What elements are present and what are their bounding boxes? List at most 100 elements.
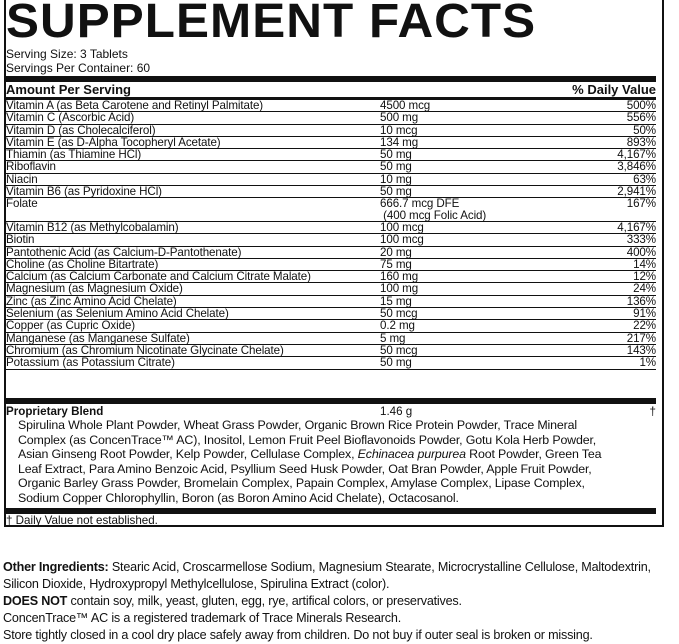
nutrient-row: Zinc (as Zinc Amino Acid Chelate) 15 mg 13… xyxy=(6,294,656,309)
nutrient-row: Calcium (as Calcium Carbonate and Calciu… xyxy=(6,270,656,284)
trademark-note: ConcenTrace™ AC is a registered trademar… xyxy=(3,611,401,625)
blend-dv: † xyxy=(649,405,656,418)
nutrient-dv: 63% xyxy=(633,172,656,186)
nutrient-dv: 400% xyxy=(626,245,656,259)
thick-divider xyxy=(4,398,656,404)
other-ingredients: Other Ingredients: Stearic Acid, Croscar… xyxy=(3,560,651,591)
nutrient-name: Zinc (as Zinc Amino Acid Chelate) xyxy=(6,294,177,308)
nutrient-name: Manganese (as Manganese Sulfate) xyxy=(6,331,190,345)
nutrient-dv: 91% xyxy=(633,307,656,321)
nutrient-row: Vitamin C (Ascorbic Acid) 500 mg 556% xyxy=(6,111,656,125)
nutrient-amount: 134 mg xyxy=(380,135,419,149)
nutrient-amount: 75 mg xyxy=(380,257,412,271)
nutrient-name: Copper (as Cupric Oxide) xyxy=(6,319,136,333)
blend-ingredients: Spirulina Whole Plant Powder, Wheat Gras… xyxy=(18,418,602,505)
nutrient-dv: 4,167% xyxy=(617,220,656,234)
nutrient-amount: 500 mg xyxy=(380,111,419,125)
nutrient-amount: 20 mg xyxy=(380,245,412,259)
nutrient-name: Vitamin C (Ascorbic Acid) xyxy=(6,111,135,125)
nutrient-amount: 50 mg xyxy=(380,185,412,199)
nutrient-name: Calcium (as Calcium Carbonate and Calciu… xyxy=(6,270,311,284)
footnote: † Daily Value not established. xyxy=(6,514,158,527)
thick-divider xyxy=(4,508,656,514)
nutrient-row: Vitamin D (as Cholecalciferol) 10 mcg 50% xyxy=(6,123,656,137)
nutrient-name: Magnesium (as Magnesium Oxide) xyxy=(6,282,183,296)
nutrient-row: Folate.666.7 mcg DFE (400 mcg Folic Acid… xyxy=(6,198,656,222)
serving-size: Serving Size: 3 Tablets xyxy=(6,47,128,61)
nutrient-amount: 0.2 mg xyxy=(380,319,415,333)
table-header: Amount Per Serving % Daily Value xyxy=(6,83,656,97)
nutrient-dv: 556% xyxy=(626,111,656,125)
nutrient-row: Vitamin B6 (as Pyridoxine HCl) 50 mg 2,941… xyxy=(6,185,656,199)
nutrient-row: Pantothenic Acid (as Calcium-D-Pantothen… xyxy=(6,245,656,259)
nutrient-row: Copper (as Cupric Oxide) 0.2 mg 22% xyxy=(6,319,656,333)
nutrient-name: Thiamin (as Thiamine HCl) xyxy=(6,148,142,162)
thick-divider xyxy=(4,76,656,82)
nutrient-dv: 217% xyxy=(626,331,656,345)
nutrient-amount: 10 mg xyxy=(380,172,412,186)
nutrient-dv: 12% xyxy=(633,270,656,284)
nutrient-name: Vitamin E (as D-Alpha Tocopheryl Acetate… xyxy=(6,135,221,149)
nutrient-amount: 50 mg xyxy=(380,160,412,174)
allergen-statement: DOES NOT contain soy, milk, yeast, glute… xyxy=(3,594,462,608)
proprietary-blend: Proprietary Blend 1.46 g † Spirulina Who… xyxy=(6,405,656,505)
nutrient-dv: 4,167% xyxy=(617,148,656,162)
nutrient-dv: 3,846% xyxy=(617,160,656,174)
nutrient-row: Manganese (as Manganese Sulfate) 5 mg 217% xyxy=(6,331,656,345)
blend-name: Proprietary Blend xyxy=(6,405,104,418)
nutrient-amount: 100 mg xyxy=(380,282,419,296)
nutrient-dv: 24% xyxy=(633,282,656,296)
nutrient-table: Vitamin A (as Beta Carotene and Retinyl … xyxy=(6,100,656,370)
nutrient-name: Niacin xyxy=(6,172,38,186)
nutrient-dv: 893% xyxy=(626,135,656,149)
nutrient-dv: 333% xyxy=(626,233,656,247)
nutrient-row: Biotin 100 mcg 333% xyxy=(6,233,656,247)
nutrient-name: Choline (as Choline Bitartrate) xyxy=(6,257,159,271)
nutrient-row: Vitamin E (as D-Alpha Tocopheryl Acetate… xyxy=(6,135,656,150)
nutrient-amount: 100 mcg xyxy=(380,220,424,234)
nutrient-dv: 500% xyxy=(626,99,656,112)
nutrient-dv: 22% xyxy=(633,319,656,333)
nutrient-row: Magnesium (as Magnesium Oxide) 100 mg 24% xyxy=(6,282,656,296)
nutrient-amount: 100 mcg xyxy=(380,233,424,247)
nutrient-dv: 136% xyxy=(626,294,656,308)
nutrient-dv: 143% xyxy=(626,343,656,357)
nutrient-name: Folate xyxy=(6,197,38,211)
nutrient-amount: 10 mcg xyxy=(380,123,418,137)
nutrient-dv: 167% xyxy=(626,197,656,211)
nutrient-amount: 50 mcg xyxy=(380,343,418,357)
nutrient-amount: 50 mg xyxy=(380,356,412,370)
nutrient-row: Niacin 10 mg 63% xyxy=(6,172,656,187)
nutrient-dv: 50% xyxy=(633,123,656,137)
nutrient-name: Riboflavin xyxy=(6,160,56,174)
other-info: Other Ingredients: Stearic Acid, Croscar… xyxy=(3,559,679,644)
nutrient-row: Vitamin B12 (as Methylcobalamin) 100 mcg 4… xyxy=(6,220,656,235)
nutrient-name: Vitamin D (as Cholecalciferol) xyxy=(6,123,156,137)
nutrient-dv: 14% xyxy=(633,257,656,271)
storage-note: Store tightly closed in a cool dry place… xyxy=(3,628,593,642)
nutrient-row: Chromium (as Chromium Nicotinate Glycina… xyxy=(6,343,656,358)
nutrient-amount: 50 mg xyxy=(380,148,412,162)
panel-title: SUPPLEMENT FACTS xyxy=(6,0,537,48)
nutrient-amount: 15 mg xyxy=(380,294,412,308)
supplement-facts-panel xyxy=(4,0,664,527)
nutrient-amount: 666.7 mcg DFE (400 mcg Folic Acid) xyxy=(380,197,487,222)
nutrient-dv: 2,941% xyxy=(617,185,656,199)
nutrient-dv: 1% xyxy=(639,356,656,370)
nutrient-row: Potassium (as Potassium Citrate) 50 mg 1% xyxy=(6,356,656,370)
nutrient-amount: 160 mg xyxy=(380,270,419,284)
nutrient-amount: 5 mg xyxy=(380,331,406,345)
medium-divider xyxy=(4,97,656,100)
amount-header: Amount Per Serving xyxy=(6,82,131,97)
nutrient-row: Thiamin (as Thiamine HCl) 50 mg 4,167% xyxy=(6,148,656,162)
blend-amount: 1.46 g xyxy=(380,405,413,418)
nutrient-row: Riboflavin 50 mg 3,846% xyxy=(6,160,656,174)
nutrient-row: Vitamin A (as Beta Carotene and Retinyl … xyxy=(6,99,656,113)
dv-header: % Daily Value xyxy=(572,82,656,97)
nutrient-row: Choline (as Choline Bitartrate) 75 mg 14% xyxy=(6,257,656,272)
nutrient-amount: 4500 mcg xyxy=(380,99,431,112)
nutrient-name: Vitamin B6 (as Pyridoxine HCl) xyxy=(6,185,162,199)
nutrient-name: Potassium (as Potassium Citrate) xyxy=(6,356,175,370)
nutrient-name: Pantothenic Acid (as Calcium-D-Pantothen… xyxy=(6,245,242,259)
nutrient-name: Vitamin B12 (as Methylcobalamin) xyxy=(6,220,179,234)
